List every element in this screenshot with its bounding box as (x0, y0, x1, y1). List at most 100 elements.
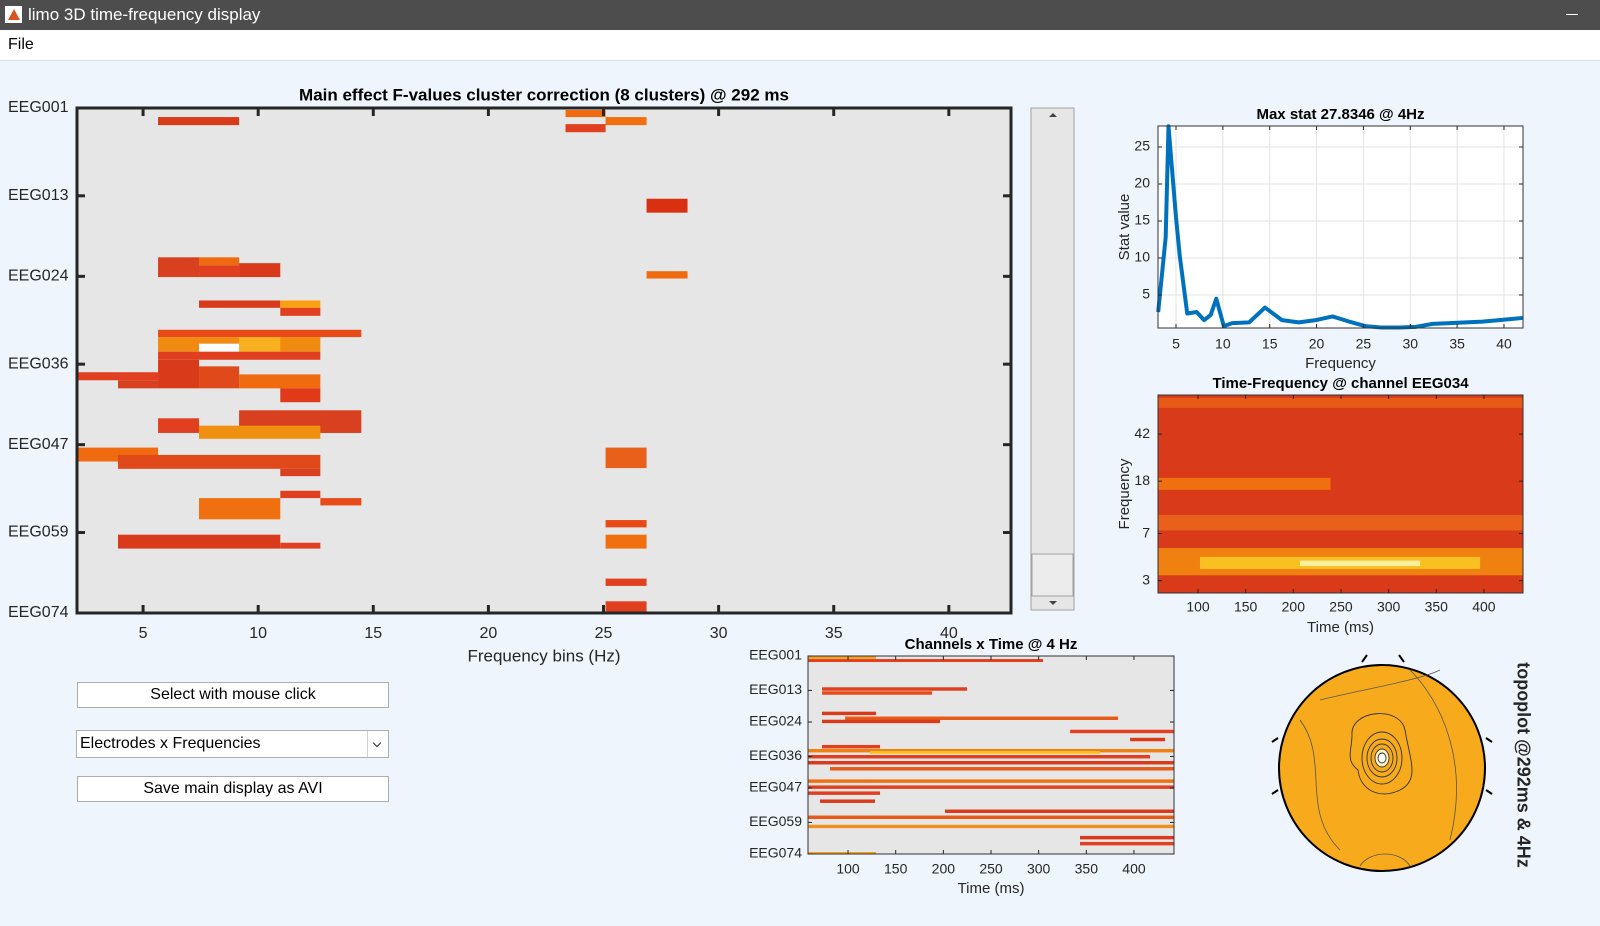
contour (1370, 743, 1394, 773)
heat-cell (280, 388, 321, 403)
heat-cell (822, 744, 881, 749)
heat-cell (869, 750, 1101, 754)
heat-cell (1070, 729, 1174, 734)
heat-cell (199, 300, 281, 308)
heat-cell (822, 719, 941, 724)
y-tick-label: EEG074 (749, 845, 802, 861)
heat-cell (808, 779, 1174, 783)
heat-cell (199, 425, 321, 439)
x-tick-label: 35 (825, 625, 843, 642)
heat-cell (77, 372, 159, 381)
heat-cell (239, 263, 281, 278)
scrollbar[interactable] (1030, 107, 1075, 611)
x-tick-label: 400 (1472, 599, 1496, 615)
x-tick-label: 15 (1262, 336, 1278, 352)
stat-line (1156, 124, 1523, 330)
heat-cell (808, 659, 1044, 663)
heat-cell (1158, 514, 1523, 531)
heat-cell (808, 824, 1174, 829)
scroll-track[interactable] (1030, 107, 1075, 611)
heat-cell (808, 851, 877, 854)
x-axis-label: Time (ms) (1307, 619, 1374, 636)
heat-cell (320, 498, 362, 506)
y-tick-label: 5 (1142, 286, 1150, 302)
heat-cell (158, 117, 240, 126)
y-tick-label: EEG047 (8, 436, 69, 453)
y-tick-label: EEG001 (749, 647, 802, 663)
dropdown-text: Electrodes x Frequencies (80, 735, 261, 752)
menu-file[interactable]: File (8, 36, 34, 53)
contour (1349, 713, 1413, 795)
view-dropdown[interactable]: Electrodes x Frequencies (76, 730, 389, 758)
heat-cell (117, 534, 281, 549)
minimize-button[interactable] (1566, 14, 1578, 15)
scroll-down[interactable] (1049, 601, 1057, 605)
y-tick-label: 10 (1134, 249, 1150, 265)
title-bar: limo 3D time-frequency display (0, 0, 1600, 30)
y-tick-label: 7 (1142, 524, 1150, 540)
y-tick-label: EEG059 (8, 524, 69, 541)
heat-cell (605, 447, 647, 469)
x-tick-label: 250 (979, 861, 1003, 877)
plot-area (77, 108, 1011, 613)
heat-cell (280, 490, 321, 499)
heat-cell (565, 110, 606, 118)
y-tick-label: 42 (1134, 425, 1150, 441)
heat-cell (565, 124, 606, 133)
heat-cell (199, 257, 240, 266)
heat-cell (1158, 397, 1523, 408)
heat-cell (280, 542, 321, 549)
x-tick-label: 25 (1356, 336, 1372, 352)
heat-cell (945, 809, 1174, 813)
heat-cell (158, 351, 321, 360)
y-tick-label: EEG024 (8, 268, 69, 285)
heat-cell (280, 300, 321, 308)
contour (1299, 669, 1457, 867)
window-title: limo 3D time-frequency display (28, 5, 261, 24)
y-tick-label: EEG047 (749, 779, 802, 795)
chart-title: Max stat 27.8346 @ 4Hz (1256, 106, 1424, 123)
heat-cell (822, 711, 877, 716)
y-axis-label: Stat value (1116, 194, 1133, 261)
chart: 100 150 200 250 300 350 400 EEG001 EEG013 EEG024 E… (749, 636, 1175, 897)
scroll-thumb[interactable] (1031, 553, 1074, 597)
x-tick-label: 250 (1329, 599, 1353, 615)
heat-cell (280, 307, 321, 316)
y-tick-label: 3 (1142, 571, 1150, 587)
x-tick-label: 30 (1402, 336, 1418, 352)
heat-cell (199, 366, 240, 389)
head (1278, 664, 1486, 872)
heat-cell (1299, 560, 1421, 567)
heat-cell (845, 716, 1119, 720)
scroll-up[interactable] (1049, 113, 1057, 117)
y-tick-label: EEG001 (8, 99, 69, 116)
heat-cell (646, 271, 688, 279)
x-tick-label: 5 (139, 625, 148, 642)
menu-bar: File (0, 30, 1600, 61)
heat-cell (158, 418, 200, 433)
x-axis-label: Frequency (1305, 355, 1376, 372)
chart-title: Channels x Time @ 4 Hz (905, 636, 1078, 653)
x-axis-label: Time (ms) (958, 880, 1025, 897)
heat-cell (822, 691, 933, 695)
heat-cell (808, 748, 1174, 753)
select-button[interactable]: Select with mouse click (77, 682, 389, 708)
plot-area (1158, 126, 1523, 328)
y-tick-label: 20 (1134, 175, 1150, 191)
x-tick-label: 350 (1425, 599, 1449, 615)
heat-cell (605, 117, 647, 126)
heat-cell (1080, 835, 1174, 840)
heat-cell (280, 468, 321, 477)
topoplot-title: topoplot @292ms & 4Hz (1513, 662, 1533, 868)
heat-cell (808, 761, 1174, 765)
y-tick-label: EEG013 (749, 681, 802, 697)
heat-cell (605, 578, 647, 586)
heat-cell (199, 498, 281, 520)
x-tick-label: 20 (1309, 336, 1325, 352)
heat-cell (158, 329, 362, 338)
dropdown-arrow[interactable] (367, 731, 388, 757)
x-tick-label: 40 (940, 625, 958, 642)
heat-cell (239, 374, 321, 389)
x-tick-label: 35 (1449, 336, 1465, 352)
save-avi-button[interactable]: Save main display as AVI (77, 776, 389, 802)
